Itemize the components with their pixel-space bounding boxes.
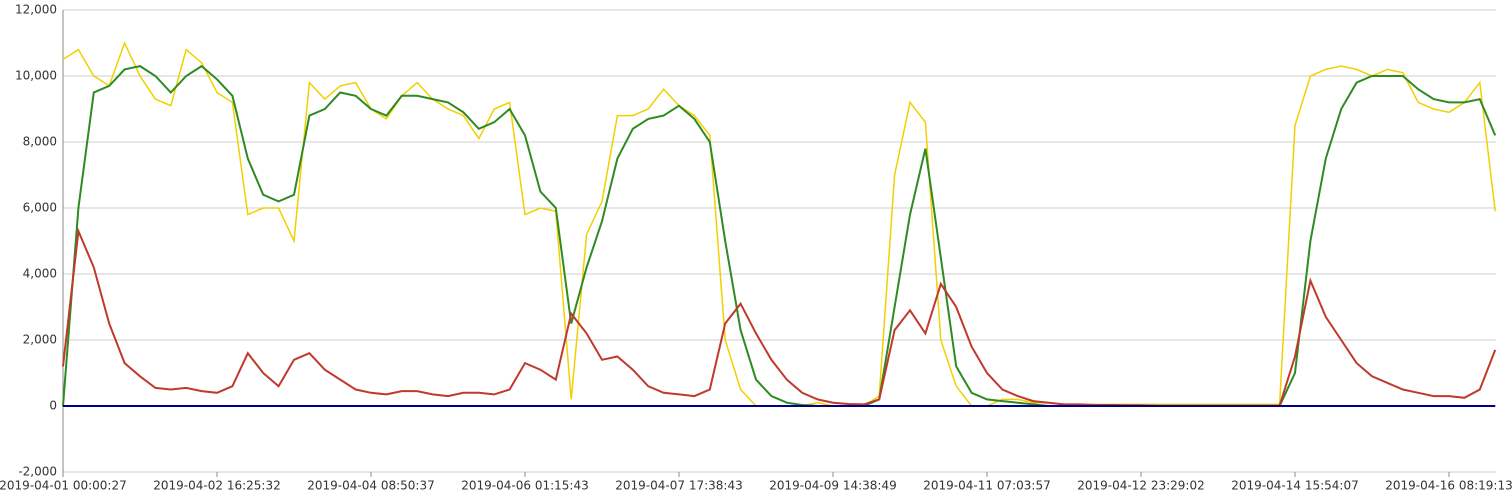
x-tick-label: 2019-04-11 07:03:57 xyxy=(923,479,1050,493)
x-tick-label: 2019-04-14 15:54:07 xyxy=(1231,479,1358,493)
y-tick-label: 12,000 xyxy=(15,3,57,17)
x-tick-label: 2019-04-02 16:25:32 xyxy=(153,479,280,493)
x-tick-label: 2019-04-04 08:50:37 xyxy=(307,479,434,493)
y-tick-label: 0 xyxy=(49,399,57,413)
series-line xyxy=(62,64,1497,407)
y-tick-label: 4,000 xyxy=(23,267,57,281)
x-tick-label: 2019-04-01 00:00:27 xyxy=(0,479,127,493)
series-line xyxy=(62,41,1496,407)
y-tick-label: 8,000 xyxy=(23,135,57,149)
x-tick-label: 2019-04-12 23:29:02 xyxy=(1077,479,1204,493)
y-tick-label: -2,000 xyxy=(18,465,57,479)
x-tick-label: 2019-04-16 08:19:13 xyxy=(1385,479,1512,493)
y-tick-label: 6,000 xyxy=(23,201,57,215)
y-tick-label: 2,000 xyxy=(23,333,57,347)
y-tick-label: 10,000 xyxy=(15,69,57,83)
x-tick-label: 2019-04-07 17:38:43 xyxy=(615,479,742,493)
x-tick-label: 2019-04-09 14:38:49 xyxy=(769,479,896,493)
x-tick-label: 2019-04-06 01:15:43 xyxy=(461,479,588,493)
